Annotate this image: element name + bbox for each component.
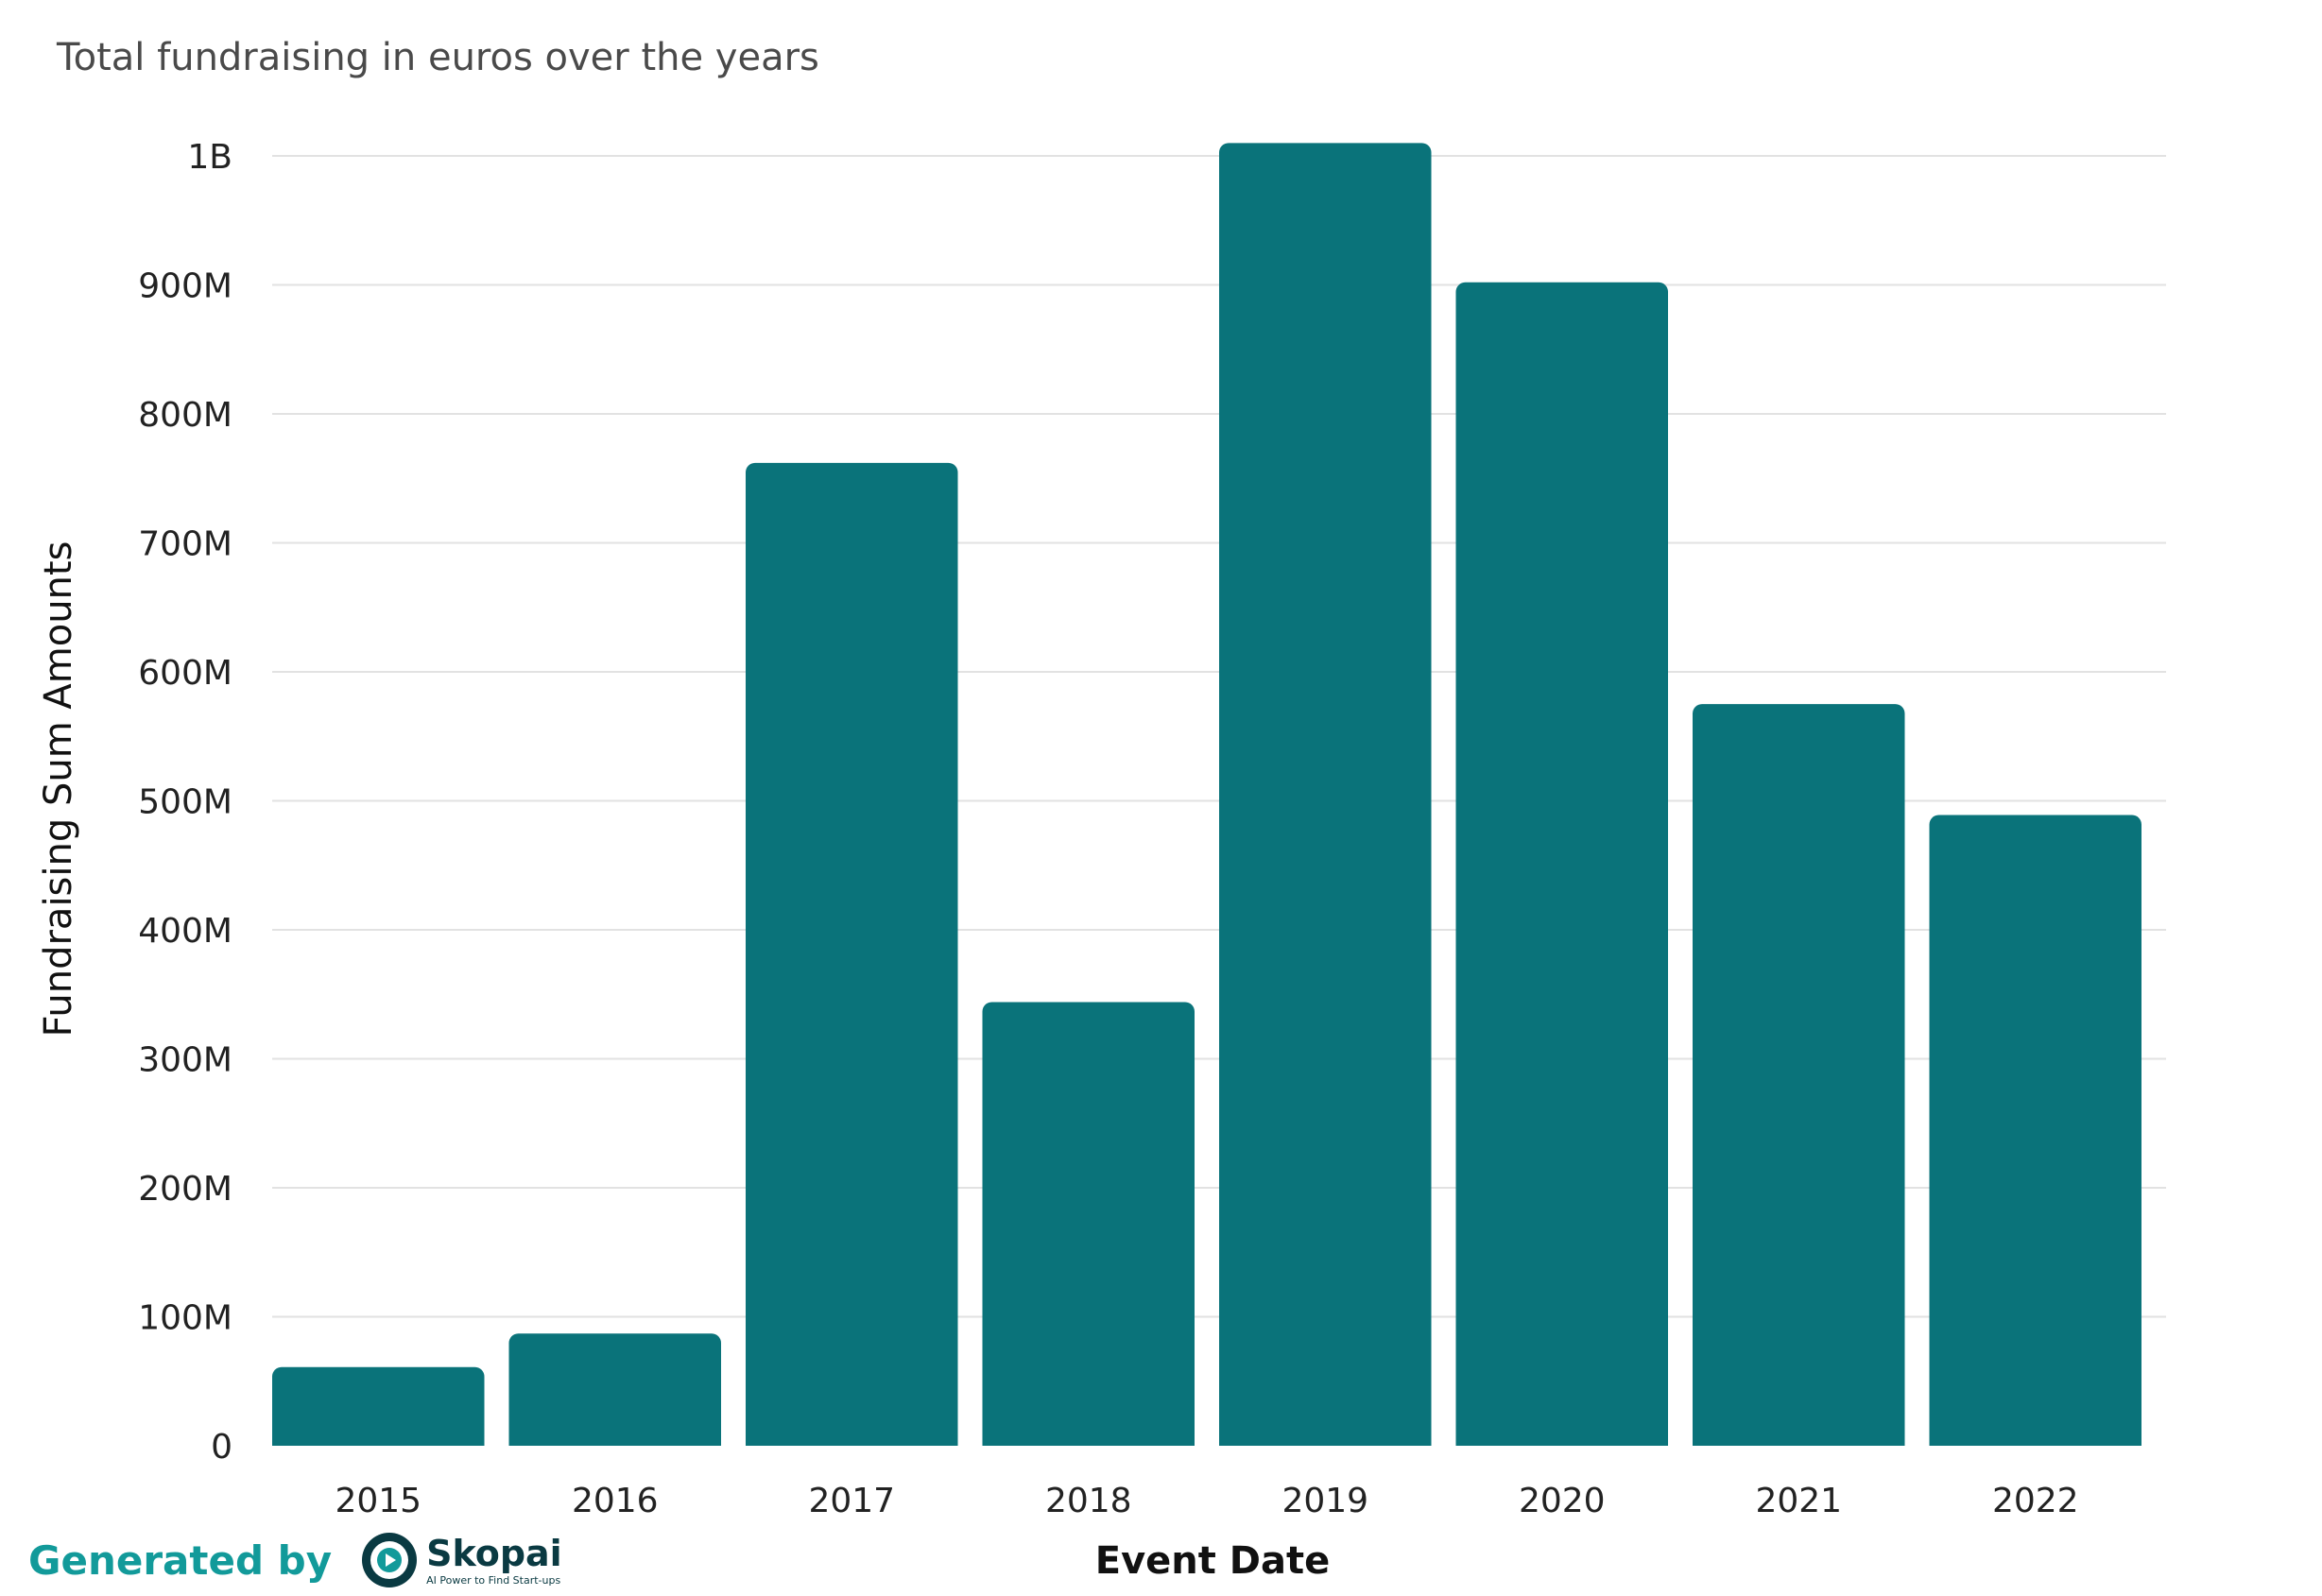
skopai-logo-icon bbox=[362, 1533, 418, 1587]
y-tick-label: 500M bbox=[138, 783, 232, 822]
bars bbox=[272, 143, 2142, 1447]
brand-tagline: AI Power to Find Start-ups bbox=[426, 1573, 561, 1587]
bar-base-2015 bbox=[272, 1433, 485, 1446]
bar-base-2016 bbox=[508, 1433, 721, 1446]
bar-base-2017 bbox=[746, 1433, 958, 1446]
bar-base-2020 bbox=[1455, 1433, 1668, 1446]
bar-2016[interactable] bbox=[508, 1333, 722, 1446]
x-axis-label: Event Date bbox=[1095, 1539, 1331, 1583]
y-tick-label: 0 bbox=[211, 1428, 232, 1467]
y-tick-label: 700M bbox=[138, 525, 232, 564]
x-tick-label: 2018 bbox=[1045, 1482, 1132, 1520]
bar-2019[interactable] bbox=[1219, 143, 1432, 1447]
bar-base-2019 bbox=[1219, 1433, 1432, 1446]
bar-base-2018 bbox=[982, 1433, 1195, 1446]
y-tick-label: 200M bbox=[138, 1170, 232, 1209]
y-tick-label: 800M bbox=[138, 396, 232, 435]
y-tick-label: 900M bbox=[138, 267, 232, 306]
x-tick-label: 2022 bbox=[1992, 1482, 2079, 1520]
bar-2018[interactable] bbox=[982, 1002, 1195, 1446]
x-tick-label: 2016 bbox=[572, 1482, 659, 1520]
bar-2022[interactable] bbox=[1929, 815, 2142, 1446]
y-tick-label: 100M bbox=[138, 1299, 232, 1338]
skopai-logo: Skopai AI Power to Find Start-ups bbox=[360, 1531, 562, 1589]
x-tick-label: 2017 bbox=[808, 1482, 895, 1520]
chart-title: Total fundraising in euros over the year… bbox=[57, 36, 819, 79]
bar-base-2021 bbox=[1693, 1433, 1905, 1446]
bar-2020[interactable] bbox=[1455, 282, 1669, 1446]
footer: Generated by Skopai AI Power to Find Sta… bbox=[28, 1531, 562, 1589]
y-tick-label: 1B bbox=[187, 138, 232, 177]
bar-2021[interactable] bbox=[1693, 704, 1905, 1446]
x-axis-ticks: 2015 2016 2017 2018 2019 2020 2021 2022 bbox=[335, 1482, 2078, 1520]
bar-2015[interactable] bbox=[272, 1366, 485, 1446]
y-axis-ticks: 0 100M 200M 300M 400M 500M 600M 700M 800M 900M 1B bbox=[138, 138, 232, 1467]
x-tick-label: 2021 bbox=[1755, 1482, 1842, 1520]
x-tick-label: 2020 bbox=[1519, 1482, 1606, 1520]
bar-base-2022 bbox=[1929, 1433, 2141, 1446]
y-axis-label: Fundraising Sum Amounts bbox=[37, 541, 80, 1038]
bar-2017[interactable] bbox=[746, 462, 958, 1446]
y-tick-label: 400M bbox=[138, 912, 232, 951]
brand-name: Skopai bbox=[426, 1532, 562, 1574]
generated-by-text: Generated by bbox=[28, 1536, 333, 1584]
y-tick-label: 300M bbox=[138, 1041, 232, 1080]
x-tick-label: 2015 bbox=[335, 1482, 421, 1520]
y-tick-label: 600M bbox=[138, 654, 232, 693]
x-tick-label: 2019 bbox=[1281, 1482, 1368, 1520]
